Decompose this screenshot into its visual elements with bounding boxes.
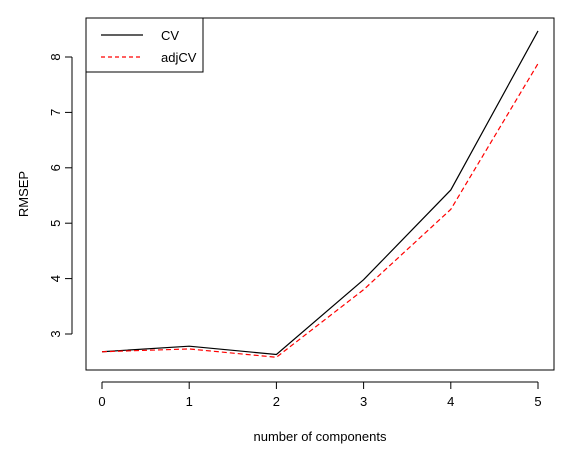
y-axis-title: RMSEP [16,171,31,217]
series-line-adjcv [101,63,539,358]
legend: CV adjCV [85,17,204,73]
legend-label-cv: CV [161,28,179,43]
series-layer [101,30,539,358]
y-tick-label: 8 [48,53,63,60]
x-tick-label: 0 [98,394,105,409]
x-tick-label: 5 [534,394,541,409]
y-tick-label: 7 [48,109,63,116]
y-tick-label: 5 [48,220,63,227]
y-axis: 3 4 5 6 7 8 [48,53,73,338]
y-tick-label: 3 [48,330,63,337]
x-tick-label: 2 [273,394,280,409]
legend-label-adjcv: adjCV [161,50,197,65]
x-tick-label: 1 [186,394,193,409]
series-line-cv [101,30,539,356]
x-tick-label: 4 [447,394,454,409]
plot-frame [85,17,555,371]
x-axis: 0 1 2 3 4 5 [98,381,542,409]
y-tick-label: 4 [48,275,63,282]
y-tick-label: 6 [48,164,63,171]
legend-box [85,17,204,73]
x-axis-title: number of components [254,429,387,444]
x-tick-label: 3 [360,394,367,409]
